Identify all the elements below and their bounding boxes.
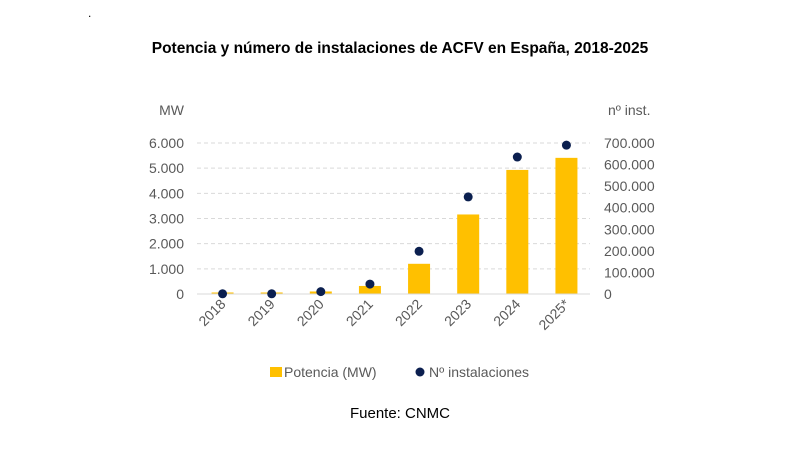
point-2023 (463, 192, 473, 202)
left-tick-label: 4.000 (149, 185, 184, 201)
bar-2021 (358, 285, 381, 294)
point-2019 (267, 289, 277, 299)
point-2018 (218, 289, 228, 299)
right-tick-label: 700.000 (604, 135, 655, 151)
x-tick-label: 2018 (195, 296, 228, 329)
bar-2022 (408, 263, 431, 294)
bar-2023 (457, 214, 480, 294)
left-tick-label: 3.000 (149, 211, 184, 227)
point-2022 (414, 246, 424, 256)
right-tick-label: 600.000 (604, 157, 655, 173)
bar-2025* (555, 157, 578, 294)
right-tick-label: 100.000 (604, 264, 655, 280)
legend-swatch-point (415, 367, 425, 377)
chart-title: Potencia y número de instalaciones de AC… (151, 40, 649, 57)
top-mark: . (88, 6, 92, 20)
right-tick-label: 0 (604, 286, 612, 302)
left-tick-label: 5.000 (149, 160, 184, 176)
x-tick-label: 2024 (490, 296, 523, 329)
left-tick-label: 1.000 (149, 261, 184, 277)
x-tick-label: 2019 (244, 296, 277, 329)
point-2025* (561, 140, 571, 150)
legend-swatch-bar (270, 367, 282, 377)
x-tick-label: 2020 (294, 296, 327, 329)
x-tick-label: 2021 (343, 296, 376, 329)
left-tick-label: 0 (176, 286, 184, 302)
bar-2024 (506, 169, 529, 294)
right-tick-label: 400.000 (604, 200, 655, 216)
point-2021 (365, 279, 375, 289)
legend-label-bar: Potencia (MW) (284, 364, 377, 380)
left-tick-label: 2.000 (149, 236, 184, 252)
right-tick-label: 200.000 (604, 243, 655, 259)
left-tick-label: 6.000 (149, 135, 184, 151)
x-tick-label: 2023 (441, 296, 474, 329)
point-2024 (512, 152, 522, 162)
right-axis-label: nº inst. (608, 102, 650, 118)
chart-svg: 0 1.000 2.000 3.000 4.000 5.000 6.000 0 100.000 2… (149, 102, 655, 380)
right-tick-label: 500.000 (604, 178, 655, 194)
left-axis-label: MW (159, 102, 185, 118)
legend-label-point: Nº instalaciones (429, 364, 529, 380)
x-tick-label: 2022 (392, 296, 425, 329)
right-tick-label: 300.000 (604, 221, 655, 237)
point-2020 (316, 287, 326, 297)
x-tick-label: 2025* (535, 295, 573, 333)
chart-source: Fuente: CNMC (349, 405, 451, 422)
